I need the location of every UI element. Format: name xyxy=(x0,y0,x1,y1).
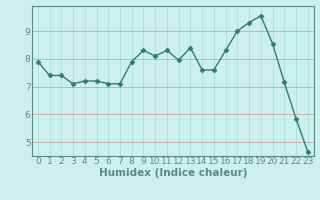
X-axis label: Humidex (Indice chaleur): Humidex (Indice chaleur) xyxy=(99,168,247,178)
